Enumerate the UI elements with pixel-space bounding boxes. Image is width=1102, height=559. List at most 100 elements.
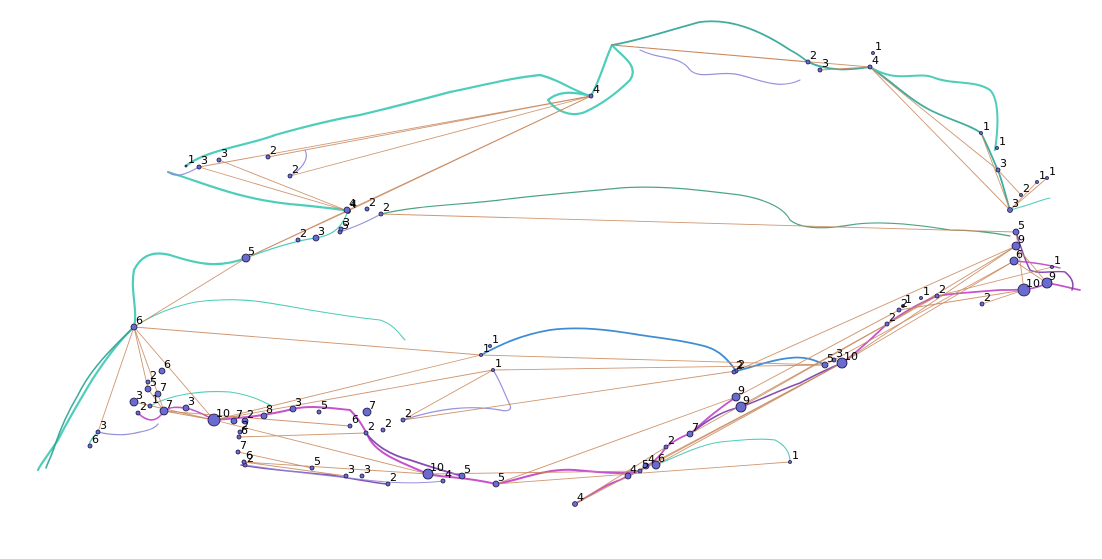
node-marker-31 <box>831 357 837 363</box>
node-markers <box>87 51 1054 507</box>
node-marker-36 <box>735 401 747 413</box>
node-label-36: 9 <box>743 394 750 407</box>
route-trace-18 <box>1015 231 1074 291</box>
node-label-78: 2 <box>300 227 307 240</box>
node-marker-77 <box>312 234 320 242</box>
node-marker-10 <box>867 64 873 70</box>
node-marker-32 <box>836 357 848 369</box>
link-line-4 <box>289 95 592 177</box>
node-label-67: 7 <box>166 398 173 411</box>
link-line-0 <box>198 95 592 168</box>
route-trace-11 <box>402 369 512 421</box>
node-marker-91 <box>491 368 495 372</box>
node-label-54: 6 <box>246 449 253 462</box>
node-label-32: 10 <box>844 350 858 363</box>
node-label-10: 4 <box>872 54 879 67</box>
link-line-19 <box>97 326 135 433</box>
node-label-47: 10 <box>430 461 444 474</box>
node-label-1: 3 <box>201 154 208 167</box>
node-label-7: 2 <box>810 49 817 62</box>
node-marker-78 <box>295 237 301 243</box>
node-marker-86 <box>95 429 101 435</box>
link-lines <box>97 44 1053 505</box>
link-line-48 <box>243 461 429 475</box>
route-trace-22 <box>240 464 389 485</box>
node-label-86: 3 <box>100 419 107 432</box>
route-trace-12 <box>149 391 271 407</box>
node-marker-52 <box>309 465 315 471</box>
node-marker-58 <box>347 423 353 429</box>
route-trace-8 <box>167 49 801 233</box>
route-trace-25 <box>1009 197 1051 211</box>
node-marker-46 <box>458 472 466 480</box>
link-line-18 <box>133 326 149 390</box>
node-marker-42 <box>624 472 632 480</box>
node-marker-75 <box>130 323 138 331</box>
node-label-40: 4 <box>648 453 655 466</box>
route-trace-0 <box>166 43 634 213</box>
link-line-45 <box>1015 231 1025 291</box>
route-trace-1 <box>611 20 1011 211</box>
link-line-10 <box>869 66 1011 211</box>
node-label-90: 1 <box>492 333 499 346</box>
node-marker-48 <box>440 478 446 484</box>
node-label-42: 4 <box>630 463 637 476</box>
node-marker-18 <box>1012 228 1020 236</box>
link-line-35 <box>735 309 900 398</box>
node-label-59: 2 <box>385 417 392 430</box>
link-line-43 <box>824 260 1015 366</box>
node-marker-22 <box>1041 277 1053 289</box>
node-label-61: 3 <box>295 396 302 409</box>
node-label-74: 3 <box>136 389 143 402</box>
link-line-9 <box>869 66 999 171</box>
node-marker-12 <box>995 146 999 150</box>
node-label-33: 2 <box>738 358 745 371</box>
link-line-47 <box>1013 260 1048 284</box>
node-marker-28 <box>901 304 905 308</box>
node-marker-11 <box>979 131 983 135</box>
node-marker-14 <box>1019 193 1023 197</box>
link-line-57 <box>1009 181 1038 211</box>
link-line-24 <box>402 369 494 421</box>
node-label-24: 2 <box>984 291 991 304</box>
node-marker-64 <box>230 417 238 425</box>
node-label-15: 1 <box>1039 169 1046 182</box>
link-line-20 <box>133 326 215 421</box>
node-label-2: 3 <box>221 147 228 160</box>
node-marker-80 <box>338 226 344 232</box>
link-line-14 <box>245 210 349 259</box>
node-label-71: 6 <box>164 358 171 371</box>
node-label-68: 1 <box>152 393 159 406</box>
node-label-0: 1 <box>188 153 195 166</box>
node-label-8: 3 <box>822 57 829 70</box>
node-marker-72 <box>154 390 162 398</box>
node-marker-17 <box>1007 207 1013 213</box>
node-label-73: 2 <box>140 400 147 413</box>
link-line-58 <box>997 169 1022 196</box>
link-line-50 <box>238 432 367 438</box>
node-marker-2 <box>216 157 222 163</box>
node-marker-6 <box>588 93 594 99</box>
route-trace-16 <box>689 362 843 435</box>
node-marker-39 <box>651 460 661 470</box>
link-line-1 <box>198 166 349 212</box>
node-label-64: 7 <box>236 408 243 421</box>
node-label-45: 5 <box>498 471 505 484</box>
node-label-87: 7 <box>369 399 376 412</box>
node-label-63: 2 <box>247 408 254 421</box>
node-label-6: 4 <box>593 83 600 96</box>
node-label-53: 2 <box>247 452 254 465</box>
node-label-5: 4 <box>350 198 357 211</box>
route-trace-10 <box>480 327 826 372</box>
node-label-9: 1 <box>875 40 882 53</box>
node-marker-25 <box>934 293 940 299</box>
node-marker-55 <box>235 449 241 455</box>
node-label-19: 9 <box>1018 233 1025 246</box>
node-label-84: 1 <box>483 342 490 355</box>
route-trace-24 <box>655 438 791 466</box>
node-label-25: 2 <box>939 283 946 296</box>
node-label-13: 3 <box>1000 157 1007 170</box>
node-label-23: 10 <box>1026 277 1040 290</box>
node-marker-0 <box>184 164 188 168</box>
